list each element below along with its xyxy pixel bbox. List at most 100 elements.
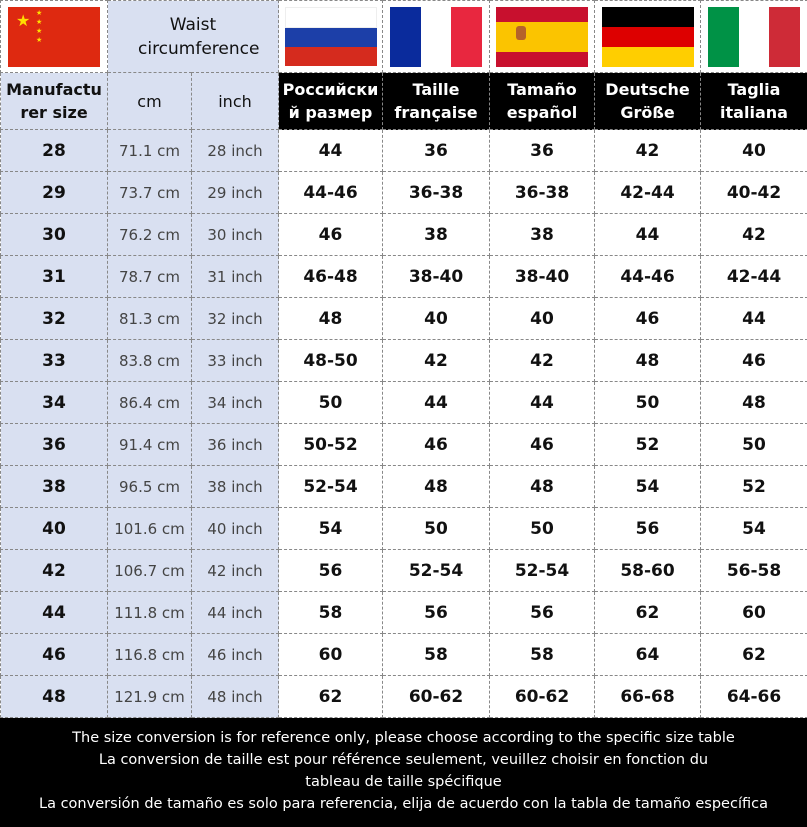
waist-cm-cell: 116.8 cm bbox=[107, 633, 192, 676]
waist-inch-cell: 32 inch bbox=[191, 297, 279, 340]
german-size-cell: 56 bbox=[594, 507, 701, 550]
waist-inch-cell: 33 inch bbox=[191, 339, 279, 382]
waist-cm-cell: 73.7 cm bbox=[107, 171, 192, 214]
waist-inch-cell: 40 inch bbox=[191, 507, 279, 550]
german-size-cell: 44 bbox=[594, 213, 701, 256]
spanish-size-cell: 52-54 bbox=[489, 549, 595, 592]
italian-size-cell: 46 bbox=[700, 339, 807, 382]
waist-header: Waist circumference bbox=[107, 0, 279, 73]
russia-flag-icon bbox=[284, 6, 377, 67]
france-flag-icon bbox=[390, 6, 483, 67]
russian-size-cell: 60 bbox=[278, 633, 383, 676]
waist-inch-cell: 28 inch bbox=[191, 129, 279, 172]
manufacturer-size-cell: 30 bbox=[0, 213, 108, 256]
waist-cm-cell: 96.5 cm bbox=[107, 465, 192, 508]
disclaimer-es: La conversión de tamaño es solo para ref… bbox=[39, 796, 768, 812]
spanish-size-cell: 38 bbox=[489, 213, 595, 256]
french-size-cell: 40 bbox=[382, 297, 490, 340]
russian-size-cell: 48-50 bbox=[278, 339, 383, 382]
russia-flag-cell bbox=[278, 0, 383, 73]
manufacturer-size-cell: 44 bbox=[0, 591, 108, 634]
size-chart-table: ★ ★ ★ ★ ★ Waist circumference Manufactu rer … bbox=[0, 0, 807, 718]
table-row: 33 83.8 cm 33 inch 48-50 42 42 48 46 bbox=[0, 339, 807, 382]
cm-header: cm bbox=[107, 72, 192, 130]
waist-inch-cell: 46 inch bbox=[191, 633, 279, 676]
manufacturer-size-cell: 42 bbox=[0, 549, 108, 592]
italy-flag-icon bbox=[708, 6, 801, 67]
spanish-size-cell: 56 bbox=[489, 591, 595, 634]
german-size-cell: 58-60 bbox=[594, 549, 701, 592]
germany-flag-cell bbox=[594, 0, 701, 73]
waist-cm-cell: 76.2 cm bbox=[107, 213, 192, 256]
china-flag-cell: ★ ★ ★ ★ ★ bbox=[0, 0, 108, 73]
spanish-size-cell: 50 bbox=[489, 507, 595, 550]
italian-size-cell: 62 bbox=[700, 633, 807, 676]
russian-size-cell: 44-46 bbox=[278, 171, 383, 214]
waist-inch-cell: 48 inch bbox=[191, 675, 279, 718]
spanish-size-cell: 36-38 bbox=[489, 171, 595, 214]
russian-size-cell: 48 bbox=[278, 297, 383, 340]
inch-header: inch bbox=[191, 72, 279, 130]
spanish-size-cell: 60-62 bbox=[489, 675, 595, 718]
italian-size-cell: 42 bbox=[700, 213, 807, 256]
manufacturer-size-cell: 32 bbox=[0, 297, 108, 340]
waist-label: Waist circumference bbox=[138, 14, 260, 59]
china-flag-icon: ★ ★ ★ ★ ★ bbox=[8, 6, 100, 67]
waist-cm-cell: 121.9 cm bbox=[107, 675, 192, 718]
waist-cm-cell: 111.8 cm bbox=[107, 591, 192, 634]
german-size-cell: 46 bbox=[594, 297, 701, 340]
french-size-cell: 42 bbox=[382, 339, 490, 382]
manufacturer-size-cell: 46 bbox=[0, 633, 108, 676]
russian-size-cell: 56 bbox=[278, 549, 383, 592]
french-size-cell: 46 bbox=[382, 423, 490, 466]
french-size-cell: 52-54 bbox=[382, 549, 490, 592]
french-size-header: Taille française bbox=[382, 72, 490, 130]
russian-size-cell: 62 bbox=[278, 675, 383, 718]
spanish-size-cell: 40 bbox=[489, 297, 595, 340]
italian-size-cell: 40-42 bbox=[700, 171, 807, 214]
italian-size-cell: 42-44 bbox=[700, 255, 807, 298]
french-size-cell: 56 bbox=[382, 591, 490, 634]
disclaimer-en: The size conversion is for reference onl… bbox=[72, 730, 735, 746]
french-size-cell: 60-62 bbox=[382, 675, 490, 718]
italian-size-cell: 48 bbox=[700, 381, 807, 424]
spanish-size-cell: 36 bbox=[489, 129, 595, 172]
manufacturer-size-cell: 31 bbox=[0, 255, 108, 298]
russian-size-cell: 50 bbox=[278, 381, 383, 424]
french-size-cell: 44 bbox=[382, 381, 490, 424]
waist-cm-cell: 81.3 cm bbox=[107, 297, 192, 340]
russian-size-cell: 50-52 bbox=[278, 423, 383, 466]
waist-inch-cell: 34 inch bbox=[191, 381, 279, 424]
spanish-size-header: Tamaño español bbox=[489, 72, 595, 130]
table-row: 31 78.7 cm 31 inch 46-48 38-40 38-40 44-46 42-4… bbox=[0, 255, 807, 298]
table-row: 38 96.5 cm 38 inch 52-54 48 48 54 52 bbox=[0, 465, 807, 508]
manufacturer-size-cell: 36 bbox=[0, 423, 108, 466]
table-row: 42 106.7 cm 42 inch 56 52-54 52-54 58-60 56-58 bbox=[0, 549, 807, 592]
french-size-cell: 50 bbox=[382, 507, 490, 550]
italy-flag-cell bbox=[700, 0, 807, 73]
waist-inch-cell: 42 inch bbox=[191, 549, 279, 592]
waist-cm-cell: 83.8 cm bbox=[107, 339, 192, 382]
table-row: 44 111.8 cm 44 inch 58 56 56 62 60 bbox=[0, 591, 807, 634]
german-size-cell: 48 bbox=[594, 339, 701, 382]
spain-flag-cell bbox=[489, 0, 595, 73]
german-size-cell: 66-68 bbox=[594, 675, 701, 718]
waist-cm-cell: 91.4 cm bbox=[107, 423, 192, 466]
manufacturer-size-cell: 40 bbox=[0, 507, 108, 550]
disclaimer-fr: La conversion de taille est pour référen… bbox=[98, 752, 709, 790]
waist-cm-cell: 86.4 cm bbox=[107, 381, 192, 424]
french-size-cell: 38-40 bbox=[382, 255, 490, 298]
french-size-cell: 48 bbox=[382, 465, 490, 508]
waist-cm-cell: 106.7 cm bbox=[107, 549, 192, 592]
manufacturer-size-cell: 28 bbox=[0, 129, 108, 172]
manufacturer-size-cell: 33 bbox=[0, 339, 108, 382]
italian-size-cell: 40 bbox=[700, 129, 807, 172]
spanish-size-cell: 38-40 bbox=[489, 255, 595, 298]
waist-inch-cell: 38 inch bbox=[191, 465, 279, 508]
waist-cm-cell: 71.1 cm bbox=[107, 129, 192, 172]
disclaimer-footer: The size conversion is for reference onl… bbox=[0, 718, 807, 827]
manufacturer-size-cell: 34 bbox=[0, 381, 108, 424]
german-size-cell: 42-44 bbox=[594, 171, 701, 214]
spanish-size-cell: 46 bbox=[489, 423, 595, 466]
table-row: 34 86.4 cm 34 inch 50 44 44 50 48 bbox=[0, 381, 807, 424]
